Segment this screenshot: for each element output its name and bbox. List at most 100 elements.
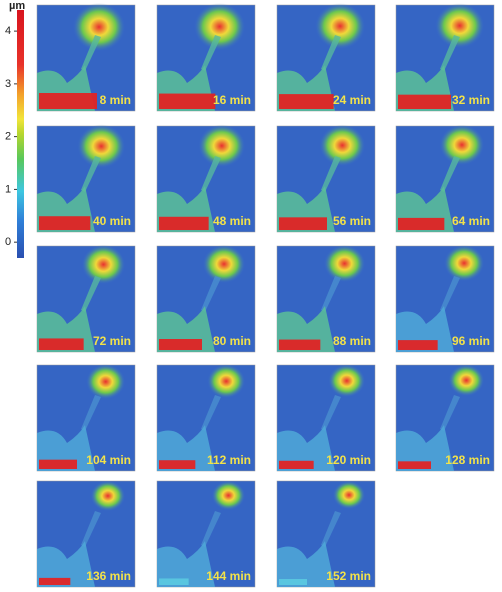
cell-process	[321, 276, 341, 312]
height-map: 64 min	[395, 124, 495, 233]
time-label: 96 min	[452, 334, 490, 348]
height-map: 40 min	[36, 124, 136, 233]
cell-upper	[333, 481, 365, 509]
height-map: 128 min	[395, 364, 495, 472]
cell-lower-core	[398, 461, 431, 469]
cell-lower-core	[39, 216, 91, 230]
cell-upper	[319, 124, 366, 166]
cell-process	[81, 35, 101, 71]
time-label: 8 min	[100, 93, 131, 107]
colorbar	[17, 10, 24, 258]
cell-lower-core	[39, 338, 84, 350]
cell-process	[440, 395, 460, 431]
cell-lower-halo	[157, 425, 215, 471]
cell-lower-halo	[157, 541, 215, 587]
cell-lower-halo	[37, 541, 95, 587]
cell-process	[321, 511, 341, 547]
cell-lower-core	[398, 94, 451, 109]
cell-upper	[324, 245, 365, 282]
height-map: 56 min	[276, 124, 376, 233]
cell-upper	[448, 364, 485, 397]
time-label: 16 min	[213, 93, 251, 107]
cell-lower-core	[279, 579, 307, 585]
time-label: 40 min	[93, 214, 131, 228]
cell-upper	[315, 3, 365, 49]
height-map: 80 min	[156, 245, 256, 353]
cell-process	[321, 35, 341, 71]
cell-process	[201, 511, 221, 547]
cell-upper	[444, 245, 484, 281]
cell-lower-core	[159, 216, 209, 230]
height-map: 88 min	[276, 245, 376, 353]
tick-label: 0	[5, 236, 11, 248]
tick-label: 2	[5, 131, 11, 143]
cell-upper	[203, 245, 245, 283]
cell-upper	[211, 480, 245, 511]
cell-upper	[86, 364, 125, 399]
height-map: 112 min	[156, 364, 256, 472]
cell-process	[201, 395, 221, 431]
cell-lower-halo	[37, 425, 95, 471]
cell-upper	[207, 364, 246, 398]
cell-lower-core	[279, 460, 314, 469]
cell-upper	[328, 364, 365, 397]
time-label: 80 min	[213, 334, 251, 348]
cell-process	[440, 35, 460, 71]
height-map: 96 min	[395, 245, 495, 353]
height-map: 24 min	[276, 3, 376, 112]
cell-lower-halo	[277, 541, 335, 587]
cell-process	[201, 35, 221, 71]
time-label: 112 min	[207, 453, 251, 467]
cell-lower-halo	[396, 425, 454, 471]
tick-label: 4	[5, 25, 11, 37]
cell-lower-core	[159, 339, 202, 350]
cell-upper	[73, 3, 125, 51]
cell-upper	[439, 124, 484, 165]
time-label: 120 min	[326, 453, 371, 467]
cell-lower-core	[398, 217, 445, 230]
time-label: 152 min	[326, 569, 371, 583]
height-map: 32 min	[395, 3, 495, 112]
cell-process	[81, 511, 101, 547]
tick-label: 1	[5, 183, 11, 195]
cell-process	[81, 276, 101, 312]
time-label: 48 min	[213, 214, 251, 228]
tick-label: 3	[5, 78, 11, 90]
cell-lower-core	[159, 578, 189, 585]
cell-lower-core	[39, 577, 71, 585]
time-label: 56 min	[333, 214, 371, 228]
cell-lower-core	[159, 93, 216, 109]
cell-process	[440, 156, 460, 192]
colorbar-unit: µm	[9, 0, 25, 12]
height-map: 48 min	[156, 124, 256, 233]
time-label: 144 min	[206, 569, 251, 583]
cell-lower-halo	[277, 425, 335, 471]
height-map: 72 min	[36, 244, 136, 353]
time-label: 64 min	[452, 214, 490, 228]
cell-process	[201, 276, 221, 312]
cell-upper	[77, 124, 125, 168]
cell-process	[321, 395, 341, 431]
time-label: 136 min	[86, 569, 131, 583]
cell-lower-core	[279, 339, 321, 350]
time-label: 128 min	[445, 453, 490, 467]
cell-upper	[435, 3, 484, 48]
cell-upper	[90, 480, 125, 511]
cell-upper	[81, 244, 125, 284]
height-map: 152 min	[276, 480, 376, 588]
cell-lower-core	[39, 93, 97, 109]
cell-process	[81, 395, 101, 431]
cell-lower-core	[398, 340, 438, 350]
cell-lower-core	[39, 459, 77, 469]
height-map: 16 min	[156, 3, 256, 112]
height-map: 120 min	[276, 364, 376, 472]
height-map: 144 min	[156, 480, 256, 588]
cell-process	[440, 276, 460, 312]
height-map: 104 min	[36, 364, 136, 472]
cell-lower-core	[159, 460, 196, 469]
cell-process	[201, 156, 221, 192]
cell-process	[81, 156, 101, 192]
cell-process	[321, 156, 341, 192]
time-label: 104 min	[86, 453, 131, 467]
